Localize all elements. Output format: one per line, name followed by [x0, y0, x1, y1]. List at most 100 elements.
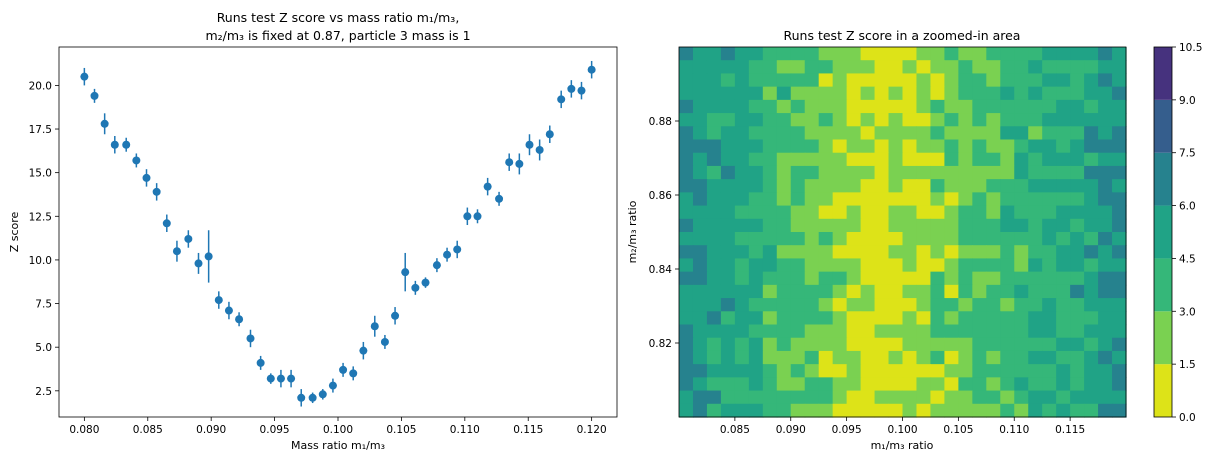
contour-cell	[1000, 271, 1015, 286]
contour-cell	[762, 245, 778, 260]
contour-cell	[1112, 350, 1127, 365]
contour-cell	[720, 403, 736, 418]
left-x-ticks: 0.080 0.085 0.090 0.095 0.100 0.105 0.110 0.115…	[69, 417, 607, 436]
contour-cell	[692, 377, 708, 392]
y-tick-label: 0.88	[649, 116, 672, 128]
contour-cell	[762, 350, 778, 365]
contour-cell	[762, 284, 778, 299]
contour-cell	[888, 179, 904, 193]
contour-cell	[972, 284, 987, 299]
contour-cell	[916, 232, 932, 246]
contour-cell	[1000, 165, 1015, 180]
contour-cell	[706, 113, 722, 127]
contour-cell	[1056, 258, 1071, 273]
contour-cell	[748, 126, 764, 141]
contour-cell	[692, 350, 708, 365]
contour-cell	[1014, 218, 1029, 233]
contour-cell	[1042, 126, 1057, 141]
contour-cell	[818, 377, 834, 392]
contour-cell	[972, 86, 987, 101]
contour-cell	[1112, 218, 1127, 233]
contour-cell	[1000, 350, 1015, 365]
y-tick-label: 15.0	[29, 168, 52, 180]
data-point	[473, 212, 482, 221]
contour-cell	[1084, 126, 1099, 141]
contour-cell	[1014, 165, 1029, 180]
contour-cell	[860, 284, 876, 299]
contour-cell	[916, 192, 932, 207]
contour-cell	[734, 271, 750, 286]
contour-cell	[706, 271, 722, 286]
contour-cell	[1056, 245, 1071, 260]
contour-cell	[692, 165, 708, 180]
contour-cell	[692, 232, 708, 246]
contour-cell	[692, 86, 708, 101]
contour-cell	[1084, 179, 1099, 193]
contour-cell	[1084, 99, 1099, 114]
contour-cell	[1098, 139, 1113, 154]
contour-cell	[1028, 364, 1043, 378]
contour-cell	[734, 350, 750, 365]
contour-cell	[1098, 403, 1113, 418]
contour-cell	[748, 60, 764, 75]
contour-cell	[720, 126, 736, 141]
contour-cell	[1056, 86, 1071, 101]
contour-cell	[1014, 258, 1029, 273]
contour-cell	[902, 284, 918, 299]
right-x-ticks: 0.085 0.090 0.095 0.100 0.105 0.110 0.115	[720, 417, 1085, 436]
contour-cell	[1056, 232, 1071, 246]
contour-cell	[860, 232, 876, 246]
contour-cell	[972, 311, 987, 326]
contour-cell	[832, 350, 848, 365]
contour-cell	[888, 364, 904, 378]
contour-cell	[762, 218, 778, 233]
y-tick-label: 0.86	[649, 190, 673, 202]
contour-cell	[972, 73, 987, 88]
contour-cell	[790, 139, 806, 154]
contour-cell	[888, 192, 904, 207]
contour-cell	[986, 47, 1001, 61]
contour-cell	[1098, 60, 1113, 75]
data-point	[525, 140, 534, 149]
contour-cell	[944, 271, 959, 286]
data-point	[184, 234, 193, 243]
contour-cell	[734, 165, 750, 180]
contour-cell	[846, 271, 862, 286]
data-point	[495, 194, 504, 203]
contour-cell	[1112, 337, 1127, 352]
contour-cell	[748, 350, 764, 365]
contour-cell	[972, 350, 987, 365]
contour-cell	[804, 232, 820, 246]
contour-cell	[958, 350, 973, 365]
contour-cell	[790, 165, 806, 180]
contour-cell	[1070, 311, 1085, 326]
contour-cell	[930, 258, 946, 273]
x-tick-label: 0.120	[577, 424, 607, 436]
contour-cell	[1098, 350, 1113, 365]
contour-cell	[1112, 99, 1127, 114]
contour-cell	[916, 113, 932, 127]
contour-cell	[986, 60, 1001, 75]
data-point	[432, 261, 441, 270]
contour-cell	[1042, 311, 1057, 326]
contour-cell	[762, 205, 778, 220]
contour-cell	[776, 99, 792, 114]
contour-cell	[916, 139, 932, 154]
contour-cell	[846, 245, 862, 260]
contour-cell	[692, 284, 708, 299]
contour-cell	[776, 179, 792, 193]
x-tick-label: 0.090	[196, 424, 226, 436]
contour-cell	[1042, 192, 1057, 207]
data-point	[110, 140, 119, 149]
contour-cell	[692, 205, 708, 220]
colorbar-band	[1154, 152, 1172, 206]
contour-cell	[832, 271, 848, 286]
contour-cell	[874, 271, 890, 286]
contour-cell	[902, 232, 918, 246]
contour-cell	[958, 218, 973, 233]
contour-cell	[804, 152, 820, 167]
contour-cell	[1112, 47, 1127, 61]
contour-cell	[762, 165, 778, 180]
contour-cell	[1028, 165, 1043, 180]
contour-cell	[679, 73, 694, 88]
